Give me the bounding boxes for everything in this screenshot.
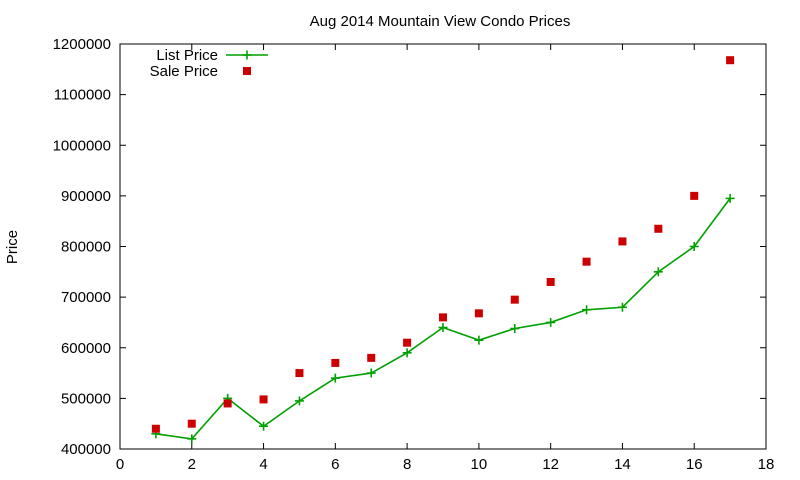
sale-price-point bbox=[331, 358, 340, 367]
sale-price-point bbox=[223, 399, 232, 408]
x-tick-label: 14 bbox=[614, 456, 631, 473]
series-layer bbox=[151, 56, 735, 444]
list-price-point bbox=[438, 323, 448, 332]
list-price-point bbox=[366, 368, 376, 378]
list-price-point bbox=[259, 421, 269, 431]
legend-swatch-cross bbox=[242, 50, 252, 60]
list-price-point bbox=[653, 267, 663, 277]
list-price-point bbox=[582, 305, 592, 315]
list-price-point bbox=[546, 317, 556, 327]
x-tick-label: 8 bbox=[403, 456, 411, 473]
list-price-point bbox=[330, 373, 340, 383]
y-tick-label: 900000 bbox=[61, 188, 111, 205]
sale-price-point bbox=[187, 419, 196, 428]
list-price-point bbox=[617, 302, 627, 312]
list-price-point bbox=[187, 434, 197, 444]
legend-swatch-square bbox=[243, 67, 251, 75]
chart-title: Aug 2014 Mountain View Condo Prices bbox=[310, 13, 571, 30]
sale-price-point bbox=[259, 395, 268, 404]
x-tick-label: 0 bbox=[116, 456, 124, 473]
y-tick-label: 1100000 bbox=[54, 87, 111, 104]
y-tick-label: 1000000 bbox=[53, 137, 111, 154]
y-tick-label: 600000 bbox=[61, 340, 111, 357]
sale-price-point bbox=[654, 224, 663, 233]
x-tick-label: 12 bbox=[542, 456, 559, 473]
sale-price-point bbox=[510, 295, 519, 304]
list-price-point bbox=[402, 348, 412, 358]
x-tick-label: 6 bbox=[331, 456, 339, 473]
y-tick-label: 800000 bbox=[61, 239, 111, 256]
legend-label: Sale Price bbox=[150, 63, 218, 80]
sale-price-point bbox=[295, 369, 304, 378]
sale-price-point bbox=[582, 257, 591, 266]
sale-price-point bbox=[151, 424, 160, 433]
plot-frame bbox=[119, 43, 767, 450]
y-tick-label: 500000 bbox=[61, 390, 111, 407]
legend-item: List Price bbox=[156, 47, 268, 64]
x-tick-label: 4 bbox=[259, 456, 267, 473]
sale-price-point bbox=[474, 309, 483, 318]
y-tick-label: 1200000 bbox=[53, 36, 111, 53]
x-tick-label: 2 bbox=[188, 456, 196, 473]
sale-price-point bbox=[403, 338, 412, 347]
sale-price-point bbox=[726, 56, 735, 65]
y-axis-label: Price bbox=[4, 230, 21, 264]
y-tick-label: 700000 bbox=[61, 289, 111, 306]
y-tick-label: 400000 bbox=[61, 441, 111, 458]
sale-price-point bbox=[690, 191, 699, 200]
legend-item: Sale Price bbox=[150, 63, 251, 80]
list-price-point bbox=[689, 242, 699, 251]
legend-label: List Price bbox=[156, 47, 218, 64]
x-tick-label: 16 bbox=[686, 456, 703, 473]
list-price-point bbox=[294, 396, 304, 406]
x-tick-label: 10 bbox=[471, 456, 488, 473]
list-price-point bbox=[510, 324, 520, 334]
list-price-point bbox=[725, 193, 735, 203]
axis-ticks: 0 2 4 6 8 10 12 14 16 18 400000 500000 600000 700000 8… bbox=[53, 36, 775, 473]
x-tick-label: 18 bbox=[758, 456, 775, 473]
list-price-point bbox=[474, 335, 484, 345]
sale-price-point bbox=[439, 313, 447, 322]
sale-price-point bbox=[367, 353, 376, 362]
sale-price-point bbox=[546, 277, 555, 286]
series-sale-price bbox=[151, 56, 735, 433]
sale-price-point bbox=[618, 237, 627, 246]
